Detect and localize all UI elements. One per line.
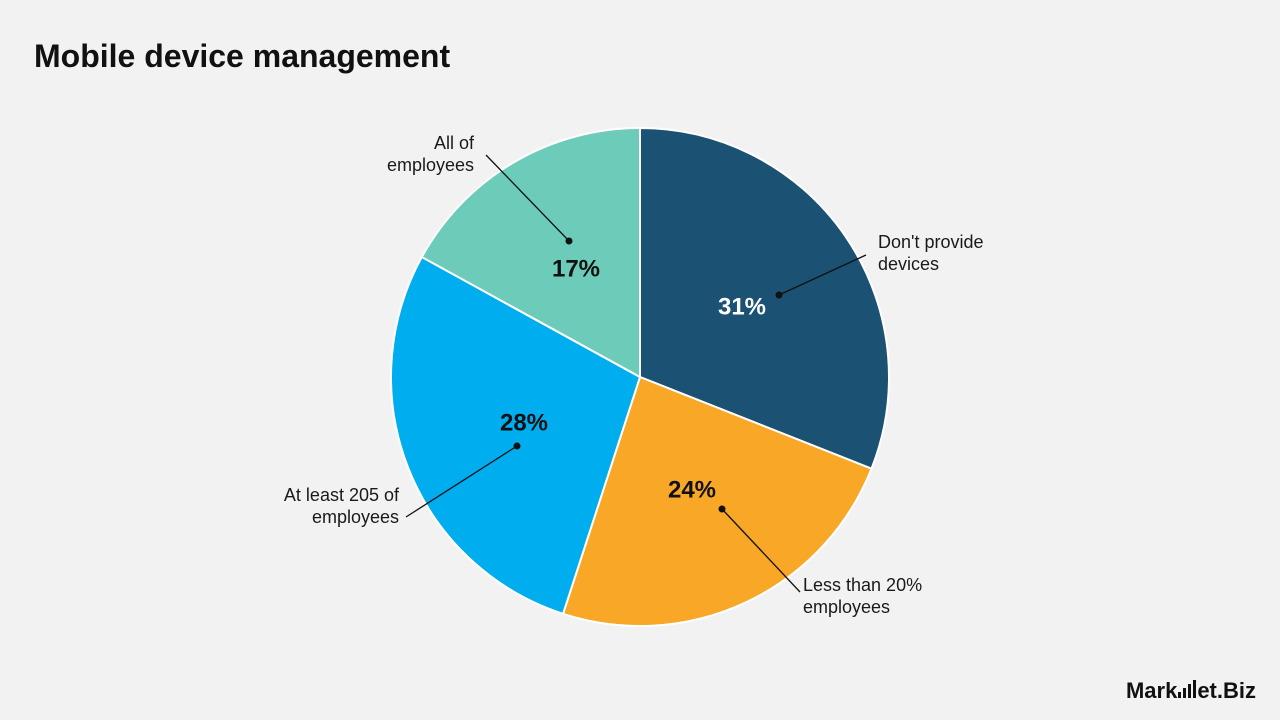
slice-value-label: 17% [552,255,600,282]
leader-dot [775,291,783,299]
pie-slice-don-t-provide-devices [639,126,890,470]
brand-logo: Mark et.Biz [1126,678,1256,704]
slice-value-label: 28% [500,409,548,436]
chart-title: Mobile device management [34,38,451,74]
leader-line [485,154,570,242]
leader-line [721,508,801,593]
slice-value-label: 24% [668,476,716,503]
pie-slice-all-of-employees [420,126,641,379]
slice-category-label: All of employees [387,133,475,175]
leader-dot [513,442,521,450]
leader-line [405,445,518,518]
slice-category-label: At least 205 of employees [284,485,400,527]
bar-chart-icon [1178,680,1197,698]
slice-value-label: 31% [718,293,766,320]
pie-slice-less-than-20-employees [561,375,873,627]
brand-logo-text-end: et.Biz [1197,678,1256,703]
pie-slice-at-least-205-of-employees [390,255,642,616]
leader-dot [718,505,726,513]
slice-category-label: Less than 20% employees [803,575,922,617]
leader-dot [565,237,573,245]
slice-category-label: Don't provide devices [878,232,984,274]
leader-line [778,254,867,296]
brand-logo-text-start: Mark [1125,678,1178,703]
